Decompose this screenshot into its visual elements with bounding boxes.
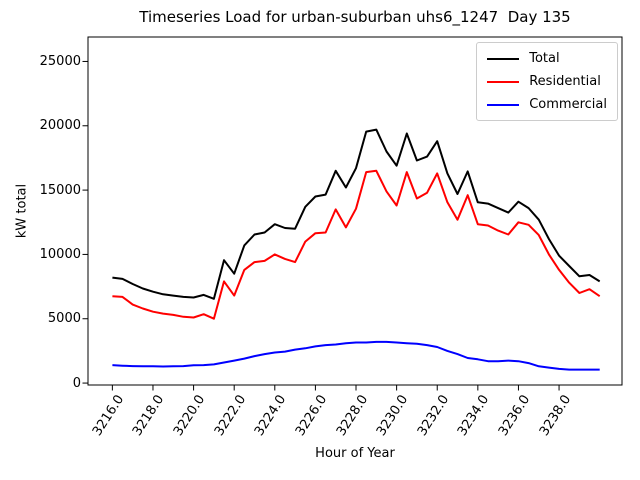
y-tick-label: 10000: [39, 246, 81, 262]
legend-label: Commercial: [529, 97, 607, 112]
x-axis-label: Hour of Year: [315, 446, 395, 461]
legend-line-total-icon: [487, 57, 520, 60]
legend-box: Total Residential Commercial: [476, 42, 618, 121]
y-tick-label: 15000: [39, 182, 81, 198]
axes-spines: [87, 36, 623, 386]
y-tick-label: 0: [72, 375, 81, 391]
series-line-commercial: [112, 340, 600, 371]
legend-line-residential-icon: [487, 80, 520, 83]
y-tick-label: 5000: [47, 311, 81, 327]
legend-label: Total: [529, 51, 560, 66]
legend-item-commercial: Commercial: [487, 97, 607, 112]
legend-item-total: Total: [487, 51, 607, 66]
legend-label: Residential: [529, 74, 601, 89]
series-line-residential: [112, 169, 601, 320]
y-tick-label: 20000: [39, 118, 81, 134]
series-line-total: [112, 128, 601, 300]
legend-item-residential: Residential: [487, 74, 607, 89]
legend-line-commercial-icon: [487, 103, 520, 106]
chart-title: Timeseries Load for urban-suburban uhs6_…: [139, 8, 571, 26]
y-tick-label: 25000: [39, 53, 81, 69]
